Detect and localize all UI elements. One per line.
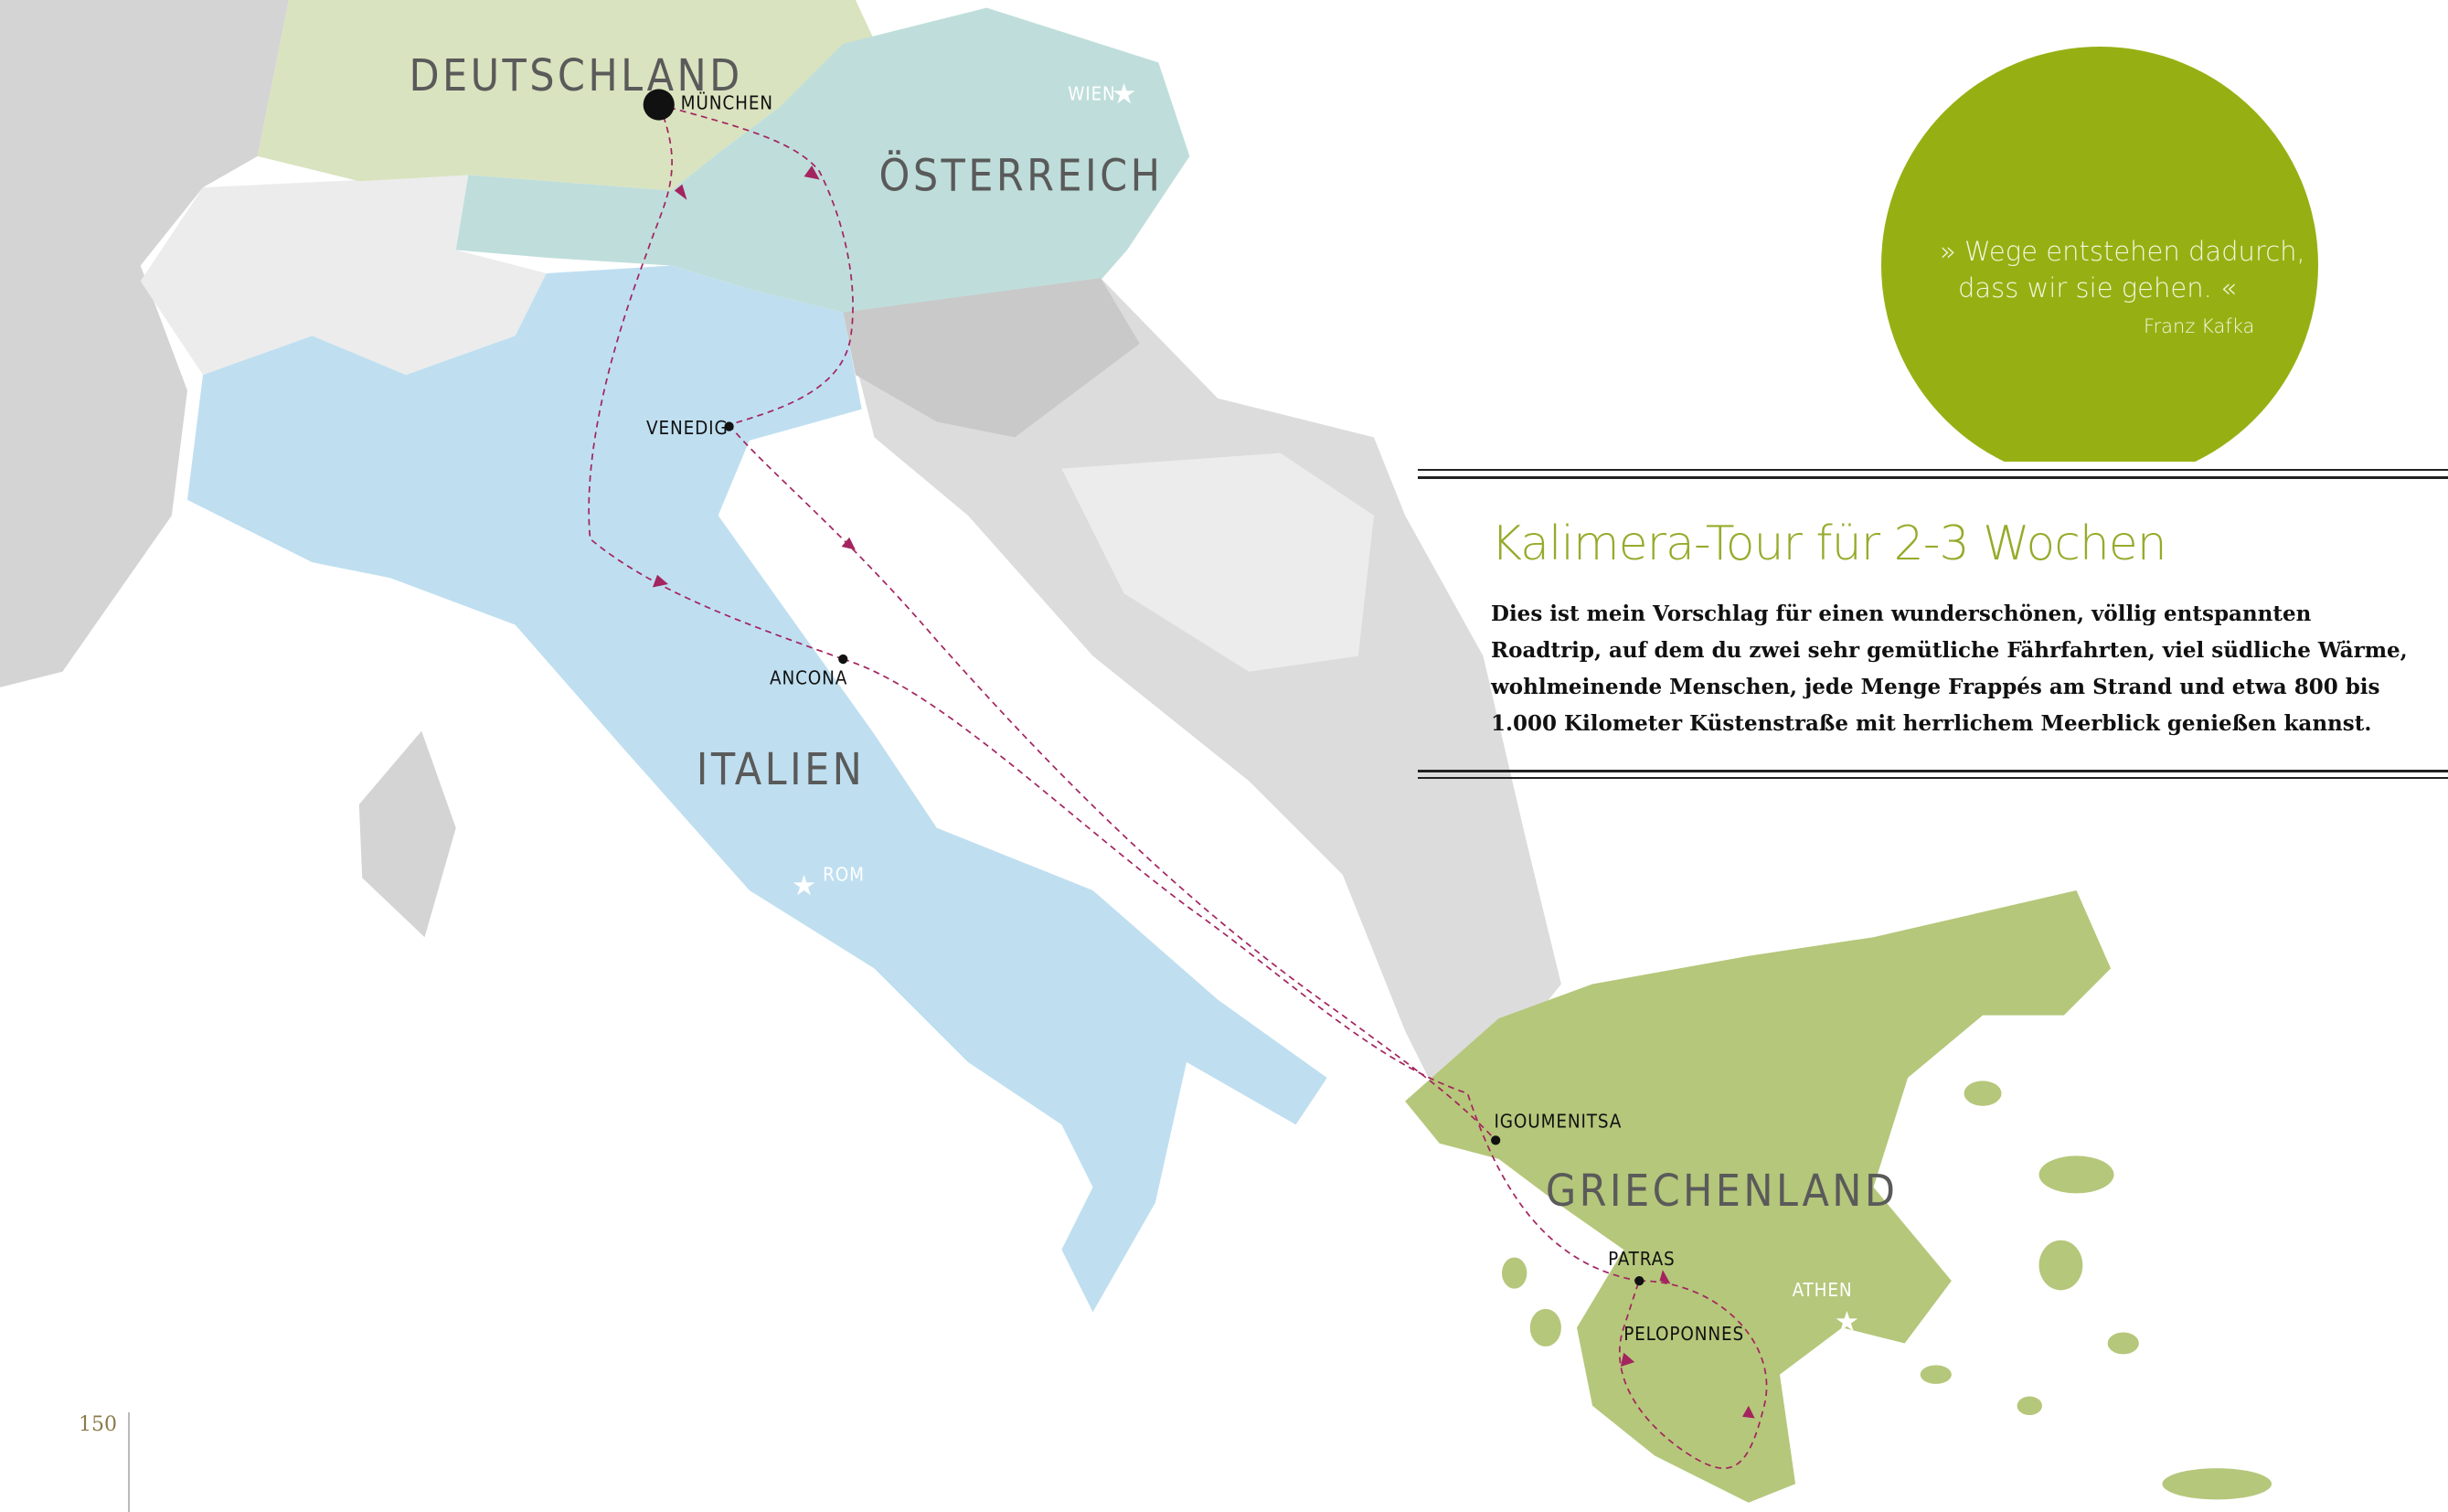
island bbox=[1529, 1308, 1561, 1347]
page-number: 150 bbox=[79, 1413, 117, 1436]
body-line: wohlmeinende Menschen, jede Menge Frappé… bbox=[1491, 675, 2380, 699]
label-athen: ATHEN bbox=[1793, 1279, 1853, 1301]
island bbox=[1920, 1365, 1952, 1384]
route-peloponnes-loop bbox=[1619, 1280, 1768, 1469]
label-wien: WIEN bbox=[1068, 82, 1115, 104]
region-greece bbox=[1405, 889, 2112, 1503]
island bbox=[2038, 1155, 2114, 1194]
ancona-marker bbox=[838, 654, 848, 665]
label-patras: PATRAS bbox=[1608, 1248, 1675, 1270]
section-title: Kalimera-Tour für 2-3 Wochen bbox=[1491, 516, 2167, 571]
island bbox=[1502, 1257, 1527, 1289]
route-ancona-muenchen bbox=[588, 104, 844, 660]
region-bosnia bbox=[1061, 453, 1374, 672]
divider-top bbox=[1418, 469, 2448, 471]
region-slovenia-croatia bbox=[843, 278, 1140, 438]
star-icon: ★ bbox=[1112, 78, 1137, 110]
igoumenitsa-marker bbox=[1491, 1135, 1501, 1145]
star-icon: ★ bbox=[1835, 1305, 1860, 1337]
quote-line-2: dass wir sie gehen. « bbox=[1958, 272, 2237, 303]
body-line: Roadtrip, auf dem du zwei sehr gemütlich… bbox=[1491, 638, 2408, 663]
region-corsica bbox=[358, 730, 456, 938]
region-italy bbox=[186, 265, 1327, 1313]
label-deutschland: DEUTSCHLAND bbox=[409, 51, 742, 101]
section-body: Dies ist mein Vorschlag für einen wunder… bbox=[1491, 596, 2408, 742]
body-line: 1.000 Kilometer Küstenstraße mit herrlic… bbox=[1491, 711, 2372, 736]
label-oesterreich: ÖSTERREICH bbox=[879, 150, 1164, 201]
patras-marker bbox=[1634, 1275, 1644, 1286]
quote-author: Franz Kafka bbox=[2144, 315, 2255, 337]
label-italien: ITALIEN bbox=[697, 745, 866, 795]
quote-clip bbox=[1865, 37, 2340, 462]
divider-bottom-thick bbox=[1418, 770, 2448, 772]
divider-top-thick bbox=[1418, 476, 2448, 479]
route-ancona-patras bbox=[843, 658, 1640, 1282]
label-peloponnes: PELOPONNES bbox=[1623, 1323, 1744, 1345]
divider-bottom bbox=[1418, 777, 2448, 779]
label-muenchen: MÜNCHEN bbox=[681, 91, 773, 114]
route bbox=[588, 103, 1768, 1469]
region-france bbox=[0, 0, 289, 687]
star-icon: ★ bbox=[792, 869, 817, 901]
island bbox=[1964, 1081, 2002, 1106]
label-griechenland: GRIECHENLAND bbox=[1546, 1166, 1899, 1217]
island bbox=[2038, 1240, 2083, 1291]
region-austria bbox=[455, 7, 1190, 328]
muenchen-marker bbox=[643, 89, 675, 121]
region-germany bbox=[257, 0, 878, 191]
page-number-rule bbox=[128, 1412, 130, 1512]
island bbox=[2017, 1396, 2042, 1416]
quote-circle bbox=[1881, 47, 2318, 462]
quote-line-1: » Wege entstehen dadurch, bbox=[1940, 236, 2305, 267]
label-igoumenitsa: IGOUMENITSA bbox=[1494, 1111, 1622, 1133]
region-balkans bbox=[843, 278, 1561, 1094]
island bbox=[2162, 1468, 2272, 1500]
body-line: Dies ist mein Vorschlag für einen wunder… bbox=[1491, 602, 2312, 626]
label-rom: ROM bbox=[823, 864, 865, 886]
route-muenchen-venedig bbox=[658, 103, 854, 426]
region-switzerland bbox=[140, 175, 547, 376]
label-ancona: ANCONA bbox=[770, 666, 847, 688]
route-venedig-igoumenitsa bbox=[728, 424, 1496, 1141]
island bbox=[2107, 1332, 2139, 1355]
venedig-marker bbox=[724, 421, 734, 431]
label-venedig: VENEDIG bbox=[646, 417, 729, 439]
